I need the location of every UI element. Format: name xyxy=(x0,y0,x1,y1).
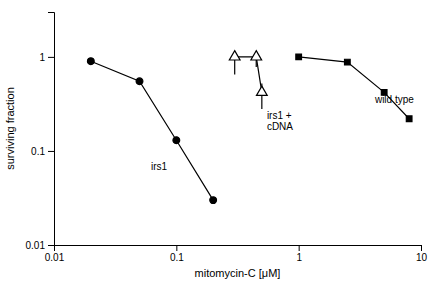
series xyxy=(87,58,216,204)
tick-label: 1 xyxy=(39,52,45,63)
marker xyxy=(256,86,267,95)
tick: 0.01 xyxy=(45,245,65,263)
annotation: irs1 +cDNA xyxy=(267,110,293,133)
tick-mark xyxy=(48,151,54,152)
marker xyxy=(406,116,412,122)
annotations: irs1 irs1 +cDNA wild type xyxy=(151,94,414,172)
tick: 1 xyxy=(39,52,54,63)
marker xyxy=(251,51,262,60)
tick-label: 0.1 xyxy=(31,146,45,157)
marks xyxy=(87,51,412,204)
annotation: irs1 xyxy=(151,161,168,172)
annotation: wild type xyxy=(374,94,414,105)
tick: 0.1 xyxy=(31,146,54,157)
y-axis: 0.01 0.1 1 xyxy=(26,13,55,251)
y-axis-title: surviving fraction xyxy=(4,87,16,170)
tick-label: 0.1 xyxy=(170,252,184,263)
marker xyxy=(296,54,302,60)
tick: 1 xyxy=(296,245,302,263)
series xyxy=(229,51,267,109)
tick-label: 1 xyxy=(296,252,302,263)
marker xyxy=(210,197,217,204)
tick: 10 xyxy=(416,245,428,263)
plot-area: 0.01 0.1 1 10 0.01 0.1 1 irs1 irs1 +cDNA wild typ… xyxy=(26,13,428,264)
tick-label: 10 xyxy=(416,252,428,263)
marker xyxy=(345,59,351,65)
line xyxy=(91,61,213,200)
x-axis-title: mitomycin-C [μM] xyxy=(195,267,281,279)
axis-line xyxy=(48,13,55,246)
tick: 0.01 xyxy=(26,240,54,251)
marker xyxy=(229,51,240,60)
x-axis: 0.01 0.1 1 10 xyxy=(45,245,428,263)
tick-label: 0.01 xyxy=(45,252,65,263)
axis-line xyxy=(55,246,422,252)
line xyxy=(235,57,262,92)
tick-mark xyxy=(48,57,54,58)
series xyxy=(296,54,412,122)
chart: 0.01 0.1 1 10 0.01 0.1 1 irs1 irs1 +cDNA wild typ… xyxy=(0,0,443,285)
tick: 0.1 xyxy=(170,245,184,263)
tick-mark xyxy=(176,245,177,251)
tick-mark xyxy=(421,245,422,251)
marker xyxy=(87,58,94,65)
line xyxy=(299,57,409,119)
tick-mark xyxy=(299,245,300,251)
marker xyxy=(136,78,143,85)
tick-label: 0.01 xyxy=(26,240,46,251)
marker xyxy=(173,137,180,144)
tick-mark xyxy=(48,245,54,246)
